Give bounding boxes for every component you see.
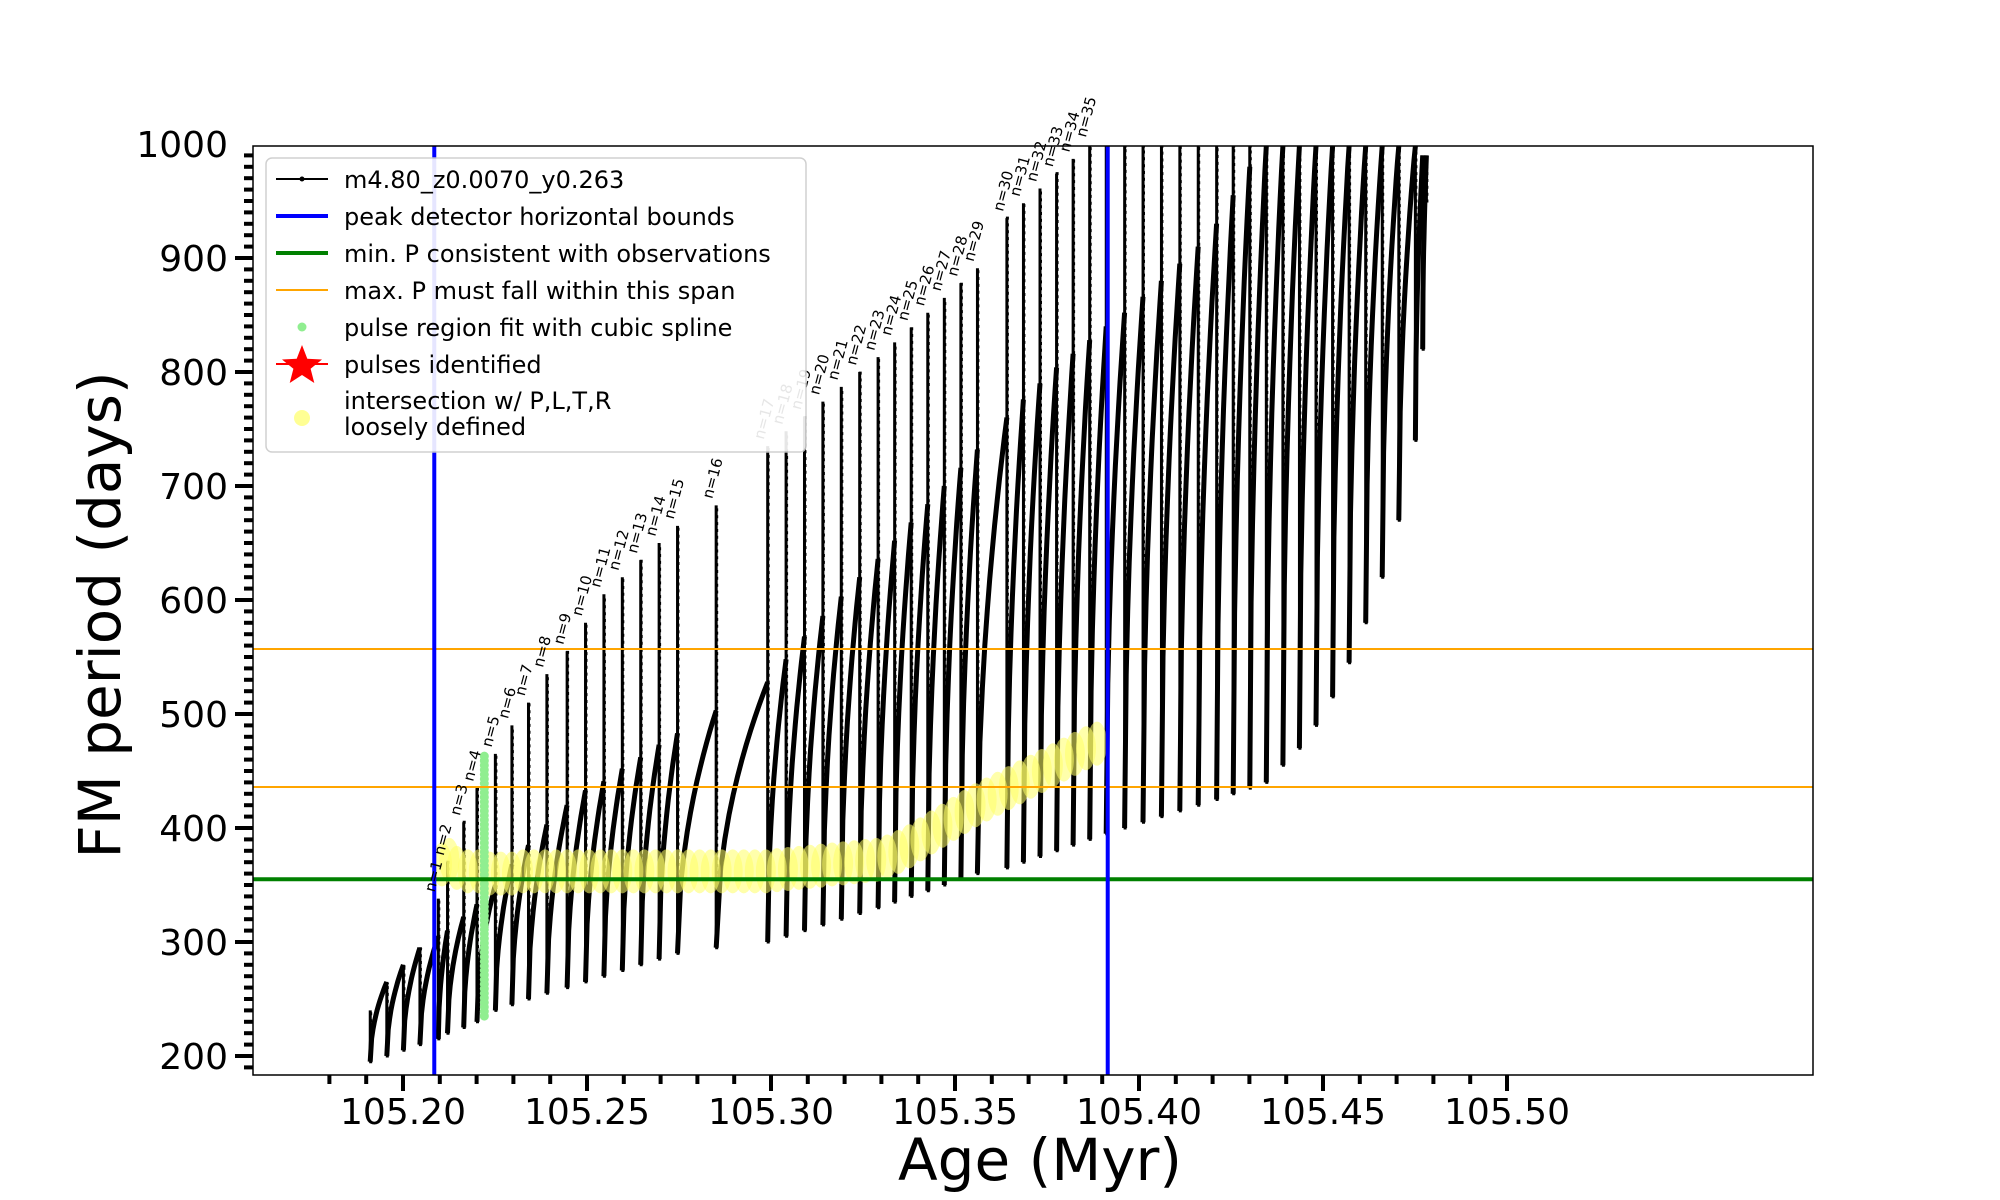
x-tick-label: 105.20 <box>340 1092 466 1133</box>
cycle-arc <box>1195 223 1220 806</box>
pulse-label: n=35 <box>1072 95 1100 139</box>
spline-fit-point <box>479 751 489 761</box>
legend-label: peak detector horizontal bounds <box>344 203 735 231</box>
cycle-arc <box>367 980 390 1062</box>
cycle-arc <box>675 709 719 954</box>
cycle-arc <box>544 804 570 994</box>
legend-label: pulses identified <box>344 351 542 379</box>
cycle-arc <box>1230 166 1253 794</box>
cycle-arc <box>1363 146 1385 623</box>
plot-area: n=1n=2n=3n=4n=5n=6n=7n=8n=9n=10n=11n=12n… <box>253 95 1813 1075</box>
cycle-arc <box>583 780 607 982</box>
cycle-arc <box>435 930 450 1039</box>
x-axis-label: Age (Myr) <box>898 1126 1182 1194</box>
x-tick-label: 105.40 <box>1076 1092 1202 1133</box>
y-tick-label: 300 <box>159 923 228 964</box>
x-tick-label: 105.35 <box>892 1092 1018 1133</box>
y-tick-label: 400 <box>159 809 228 850</box>
legend-box <box>265 157 807 453</box>
y-tick-label: 600 <box>159 581 228 622</box>
cycle-arc <box>802 615 826 931</box>
cycle-arc <box>1037 367 1060 857</box>
legend-label: intersection w/ P,L,T,R <box>344 387 611 415</box>
y-tick-label: 900 <box>159 239 228 280</box>
cycle-arc <box>564 789 588 988</box>
cycle-arc <box>656 733 680 960</box>
cycle-arc <box>1020 383 1043 863</box>
legend-label: min. P consistent with observations <box>344 240 771 268</box>
cycle-arc <box>713 681 771 948</box>
legend-label: pulse region fit with cubic spline <box>344 314 732 342</box>
cycle-arc <box>941 467 964 886</box>
cycle-arc <box>820 596 844 925</box>
cycle-arc <box>838 576 863 920</box>
pulse-label: n=16 <box>699 456 727 500</box>
legend-swatch-dot <box>297 322 307 332</box>
x-tick-label: 105.50 <box>1444 1092 1570 1133</box>
y-tick-label: 700 <box>159 467 228 508</box>
cycle-arc <box>1214 195 1236 800</box>
legend-label: loosely defined <box>344 413 526 441</box>
x-tick-label: 105.25 <box>524 1092 650 1133</box>
intersection-point <box>1087 721 1108 766</box>
pulse-label: n=29 <box>960 219 988 263</box>
y-tick-label: 800 <box>159 353 228 394</box>
cycle-arc <box>1313 146 1336 726</box>
cycle-arc <box>765 658 789 943</box>
pulse-label: n=5 <box>478 714 504 749</box>
cycle-arc <box>1004 399 1026 868</box>
cycle-arc <box>1296 146 1319 749</box>
pulse-label: n=7 <box>511 662 537 697</box>
cycle-arc <box>1140 280 1164 823</box>
cycle-arc <box>1396 146 1418 521</box>
cycle-arc <box>974 417 1010 874</box>
cycle-arc <box>1379 146 1402 578</box>
cycle-arc <box>783 636 807 937</box>
cycle-arc <box>1087 326 1109 840</box>
cycle-arc <box>908 503 931 897</box>
pulse-label: n=15 <box>660 477 688 521</box>
cycle-arc <box>1070 339 1093 846</box>
cycle-arc <box>1177 246 1201 811</box>
plot-content <box>253 146 1813 1075</box>
cycle-arc <box>1263 146 1286 783</box>
cycle-arc <box>1346 146 1369 663</box>
cycle-arc <box>958 449 980 880</box>
cycle-arc <box>925 485 947 891</box>
star-icon <box>282 345 322 383</box>
cycle-arc <box>892 522 914 903</box>
cycle-arc <box>400 946 423 1051</box>
legend-swatch-circle <box>294 410 310 426</box>
cycle-arc <box>1158 263 1183 817</box>
x-tick-label: 105.30 <box>708 1092 834 1133</box>
pulse-label: n=9 <box>550 611 576 646</box>
legend-swatch-marker <box>299 176 305 182</box>
legend-label: max. P must fall within this span <box>344 277 735 305</box>
y-tick-label: 500 <box>159 695 228 736</box>
model-markers <box>369 146 1429 1064</box>
x-tick-label: 105.45 <box>1260 1092 1386 1133</box>
pulse-label: n=1 <box>421 859 447 894</box>
cycle-arc <box>445 916 467 1034</box>
cycle-arc <box>384 963 406 1057</box>
cycle-arc <box>857 558 881 914</box>
axes: 105.20 105.25 105.30 105.35 105.40 105.45 105.… <box>136 125 1814 1133</box>
cycle-arc <box>1247 146 1269 789</box>
cycle-arc <box>1054 353 1076 851</box>
cycle-arc <box>1122 296 1146 829</box>
y-axis-label: FM period (days) <box>66 371 134 858</box>
y-tick-label: 200 <box>159 1037 228 1078</box>
cycle-arc <box>461 903 480 1028</box>
legend-label: m4.80_z0.0070_y0.263 <box>344 166 624 194</box>
cycle-arc <box>1280 146 1302 766</box>
y-tick-label: 1000 <box>136 125 228 166</box>
cycle-arc <box>1330 146 1352 697</box>
